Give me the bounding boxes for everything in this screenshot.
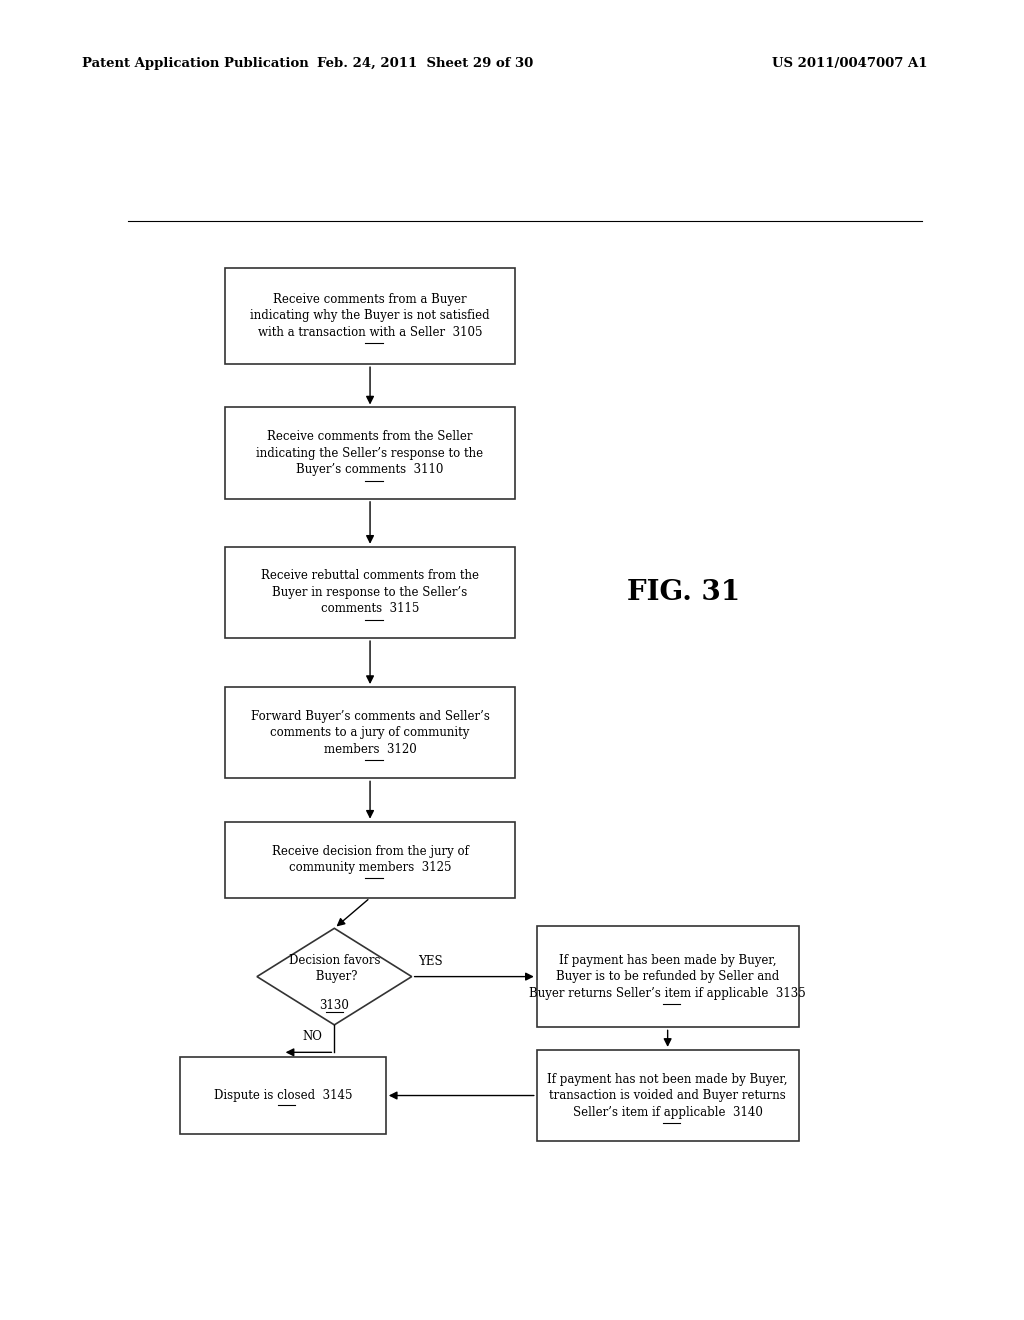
- Text: Receive rebuttal comments from the
Buyer in response to the Seller’s
comments  3: Receive rebuttal comments from the Buyer…: [261, 569, 479, 615]
- Text: Feb. 24, 2011  Sheet 29 of 30: Feb. 24, 2011 Sheet 29 of 30: [316, 57, 534, 70]
- Bar: [225, 268, 515, 364]
- Text: 3130: 3130: [319, 999, 349, 1012]
- Bar: [225, 686, 515, 779]
- Text: Dispute is closed  3145: Dispute is closed 3145: [213, 1089, 352, 1102]
- Text: Receive comments from the Seller
indicating the Seller’s response to the
Buyer’s: Receive comments from the Seller indicat…: [256, 430, 483, 477]
- Text: Patent Application Publication: Patent Application Publication: [82, 57, 308, 70]
- Text: US 2011/0047007 A1: US 2011/0047007 A1: [772, 57, 928, 70]
- Bar: [225, 546, 515, 638]
- Text: Decision favors
 Buyer?: Decision favors Buyer?: [289, 954, 380, 983]
- Text: Receive comments from a Buyer
indicating why the Buyer is not satisfied
with a t: Receive comments from a Buyer indicating…: [250, 293, 489, 339]
- Text: If payment has been made by Buyer,
Buyer is to be refunded by Seller and
Buyer r: If payment has been made by Buyer, Buyer…: [529, 953, 806, 999]
- Bar: [225, 821, 515, 898]
- Bar: [537, 1049, 799, 1142]
- Text: FIG. 31: FIG. 31: [627, 579, 740, 606]
- Text: NO: NO: [302, 1030, 323, 1043]
- Text: Receive decision from the jury of
community members  3125: Receive decision from the jury of commun…: [271, 845, 469, 874]
- Text: Forward Buyer’s comments and Seller’s
comments to a jury of community
members  3: Forward Buyer’s comments and Seller’s co…: [251, 710, 489, 755]
- Bar: [225, 408, 515, 499]
- Bar: [537, 925, 799, 1027]
- Polygon shape: [257, 928, 412, 1024]
- Text: If payment has not been made by Buyer,
transaction is voided and Buyer returns
S: If payment has not been made by Buyer, t…: [548, 1073, 787, 1118]
- Bar: [179, 1057, 386, 1134]
- Text: YES: YES: [418, 956, 442, 969]
